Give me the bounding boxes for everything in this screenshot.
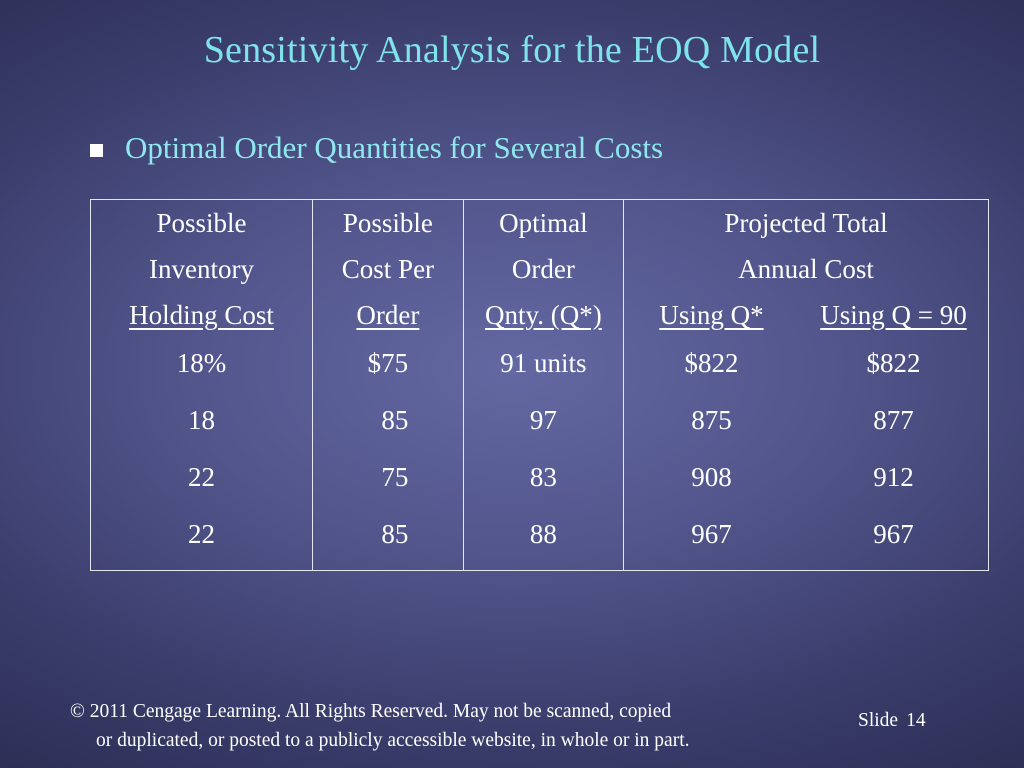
cell-holding-cost: 18%	[90, 339, 313, 397]
cell-order-cost: 75	[311, 453, 464, 511]
cell-cost-using-q90: 912	[873, 461, 914, 492]
cell-cost-using-qstar: 875	[691, 404, 732, 435]
table-row: 18% $75 91 units $822 $822	[90, 339, 990, 397]
cell-projected-cost: 967 967	[622, 510, 990, 568]
cell-cost-using-qstar: 967	[691, 518, 732, 549]
cell-cost-using-q90: $822	[866, 347, 921, 378]
header-text: Order	[511, 254, 575, 284]
header-text: Inventory	[149, 254, 254, 284]
header-text: Optimal	[499, 208, 588, 238]
padding-cell	[311, 567, 464, 571]
padding-cell	[622, 567, 990, 571]
eoq-sensitivity-table: Possible Inventory Holding Cost Possible…	[90, 199, 990, 571]
slide-title: Sensitivity Analysis for the EOQ Model	[203, 29, 821, 71]
header-holding-cost: Possible Inventory Holding Cost	[90, 199, 313, 340]
header-using-qstar: Using Q*	[659, 300, 764, 330]
table-padding-row	[90, 567, 990, 571]
slide-number-label: Slide 14	[858, 710, 926, 732]
header-text: Projected Total	[724, 208, 888, 238]
cell-projected-cost: 875 877	[622, 396, 990, 454]
cell-projected-cost: 908 912	[622, 453, 990, 511]
slide-label-text: Slide	[858, 710, 899, 731]
copyright-line-1: © 2011 Cengage Learning. All Rights Rese…	[70, 701, 672, 722]
header-using-q90: Using Q = 90	[820, 300, 967, 330]
cell-order-cost: $75	[311, 339, 464, 397]
cell-cost-using-qstar: $822	[684, 347, 739, 378]
padding-cell	[462, 567, 624, 571]
cell-projected-cost: $822 $822	[622, 339, 990, 397]
header-text: Cost Per	[341, 254, 435, 284]
cell-cost-using-q90: 967	[873, 518, 914, 549]
cell-optimal-quantity: 97	[462, 396, 624, 454]
slide-number: 14	[906, 710, 926, 731]
table-row: 22 85 88 967 967	[90, 510, 990, 568]
header-text: Annual Cost	[738, 254, 874, 284]
table-header-row: Possible Inventory Holding Cost Possible…	[90, 199, 990, 340]
cell-holding-cost: 22	[90, 510, 313, 568]
bullet-text: Optimal Order Quantities for Several Cos…	[125, 130, 664, 165]
header-text: Holding Cost	[129, 300, 274, 330]
header-projected-cost: Projected Total Annual Cost Using Q* Usi…	[622, 199, 990, 340]
table-row: 18 85 97 875 877	[90, 396, 990, 454]
padding-cell	[90, 567, 313, 571]
cell-holding-cost: 22	[90, 453, 313, 511]
cell-cost-using-q90: 877	[873, 404, 914, 435]
cell-order-cost: 85	[311, 396, 464, 454]
cell-optimal-quantity: 91 units	[462, 339, 624, 397]
cell-cost-using-qstar: 908	[691, 461, 732, 492]
header-text: Possible	[342, 208, 433, 238]
copyright-line-2: or duplicated, or posted to a publicly a…	[96, 730, 690, 751]
bullet-item: Optimal Order Quantities for Several Cos…	[90, 130, 663, 166]
copyright-footer: © 2011 Cengage Learning. All Rights Rese…	[70, 697, 690, 755]
table-row: 22 75 83 908 912	[90, 453, 990, 511]
cell-optimal-quantity: 88	[462, 510, 624, 568]
cell-optimal-quantity: 83	[462, 453, 624, 511]
header-optimal-quantity: Optimal Order Qnty. (Q*)	[462, 199, 624, 340]
header-text: Order	[356, 300, 420, 330]
cell-holding-cost: 18	[90, 396, 313, 454]
square-bullet-icon	[90, 143, 103, 157]
cell-order-cost: 85	[311, 510, 464, 568]
header-order-cost: Possible Cost Per Order	[311, 199, 464, 340]
header-text: Qnty. (Q*)	[485, 300, 602, 330]
header-text: Possible	[156, 208, 247, 238]
